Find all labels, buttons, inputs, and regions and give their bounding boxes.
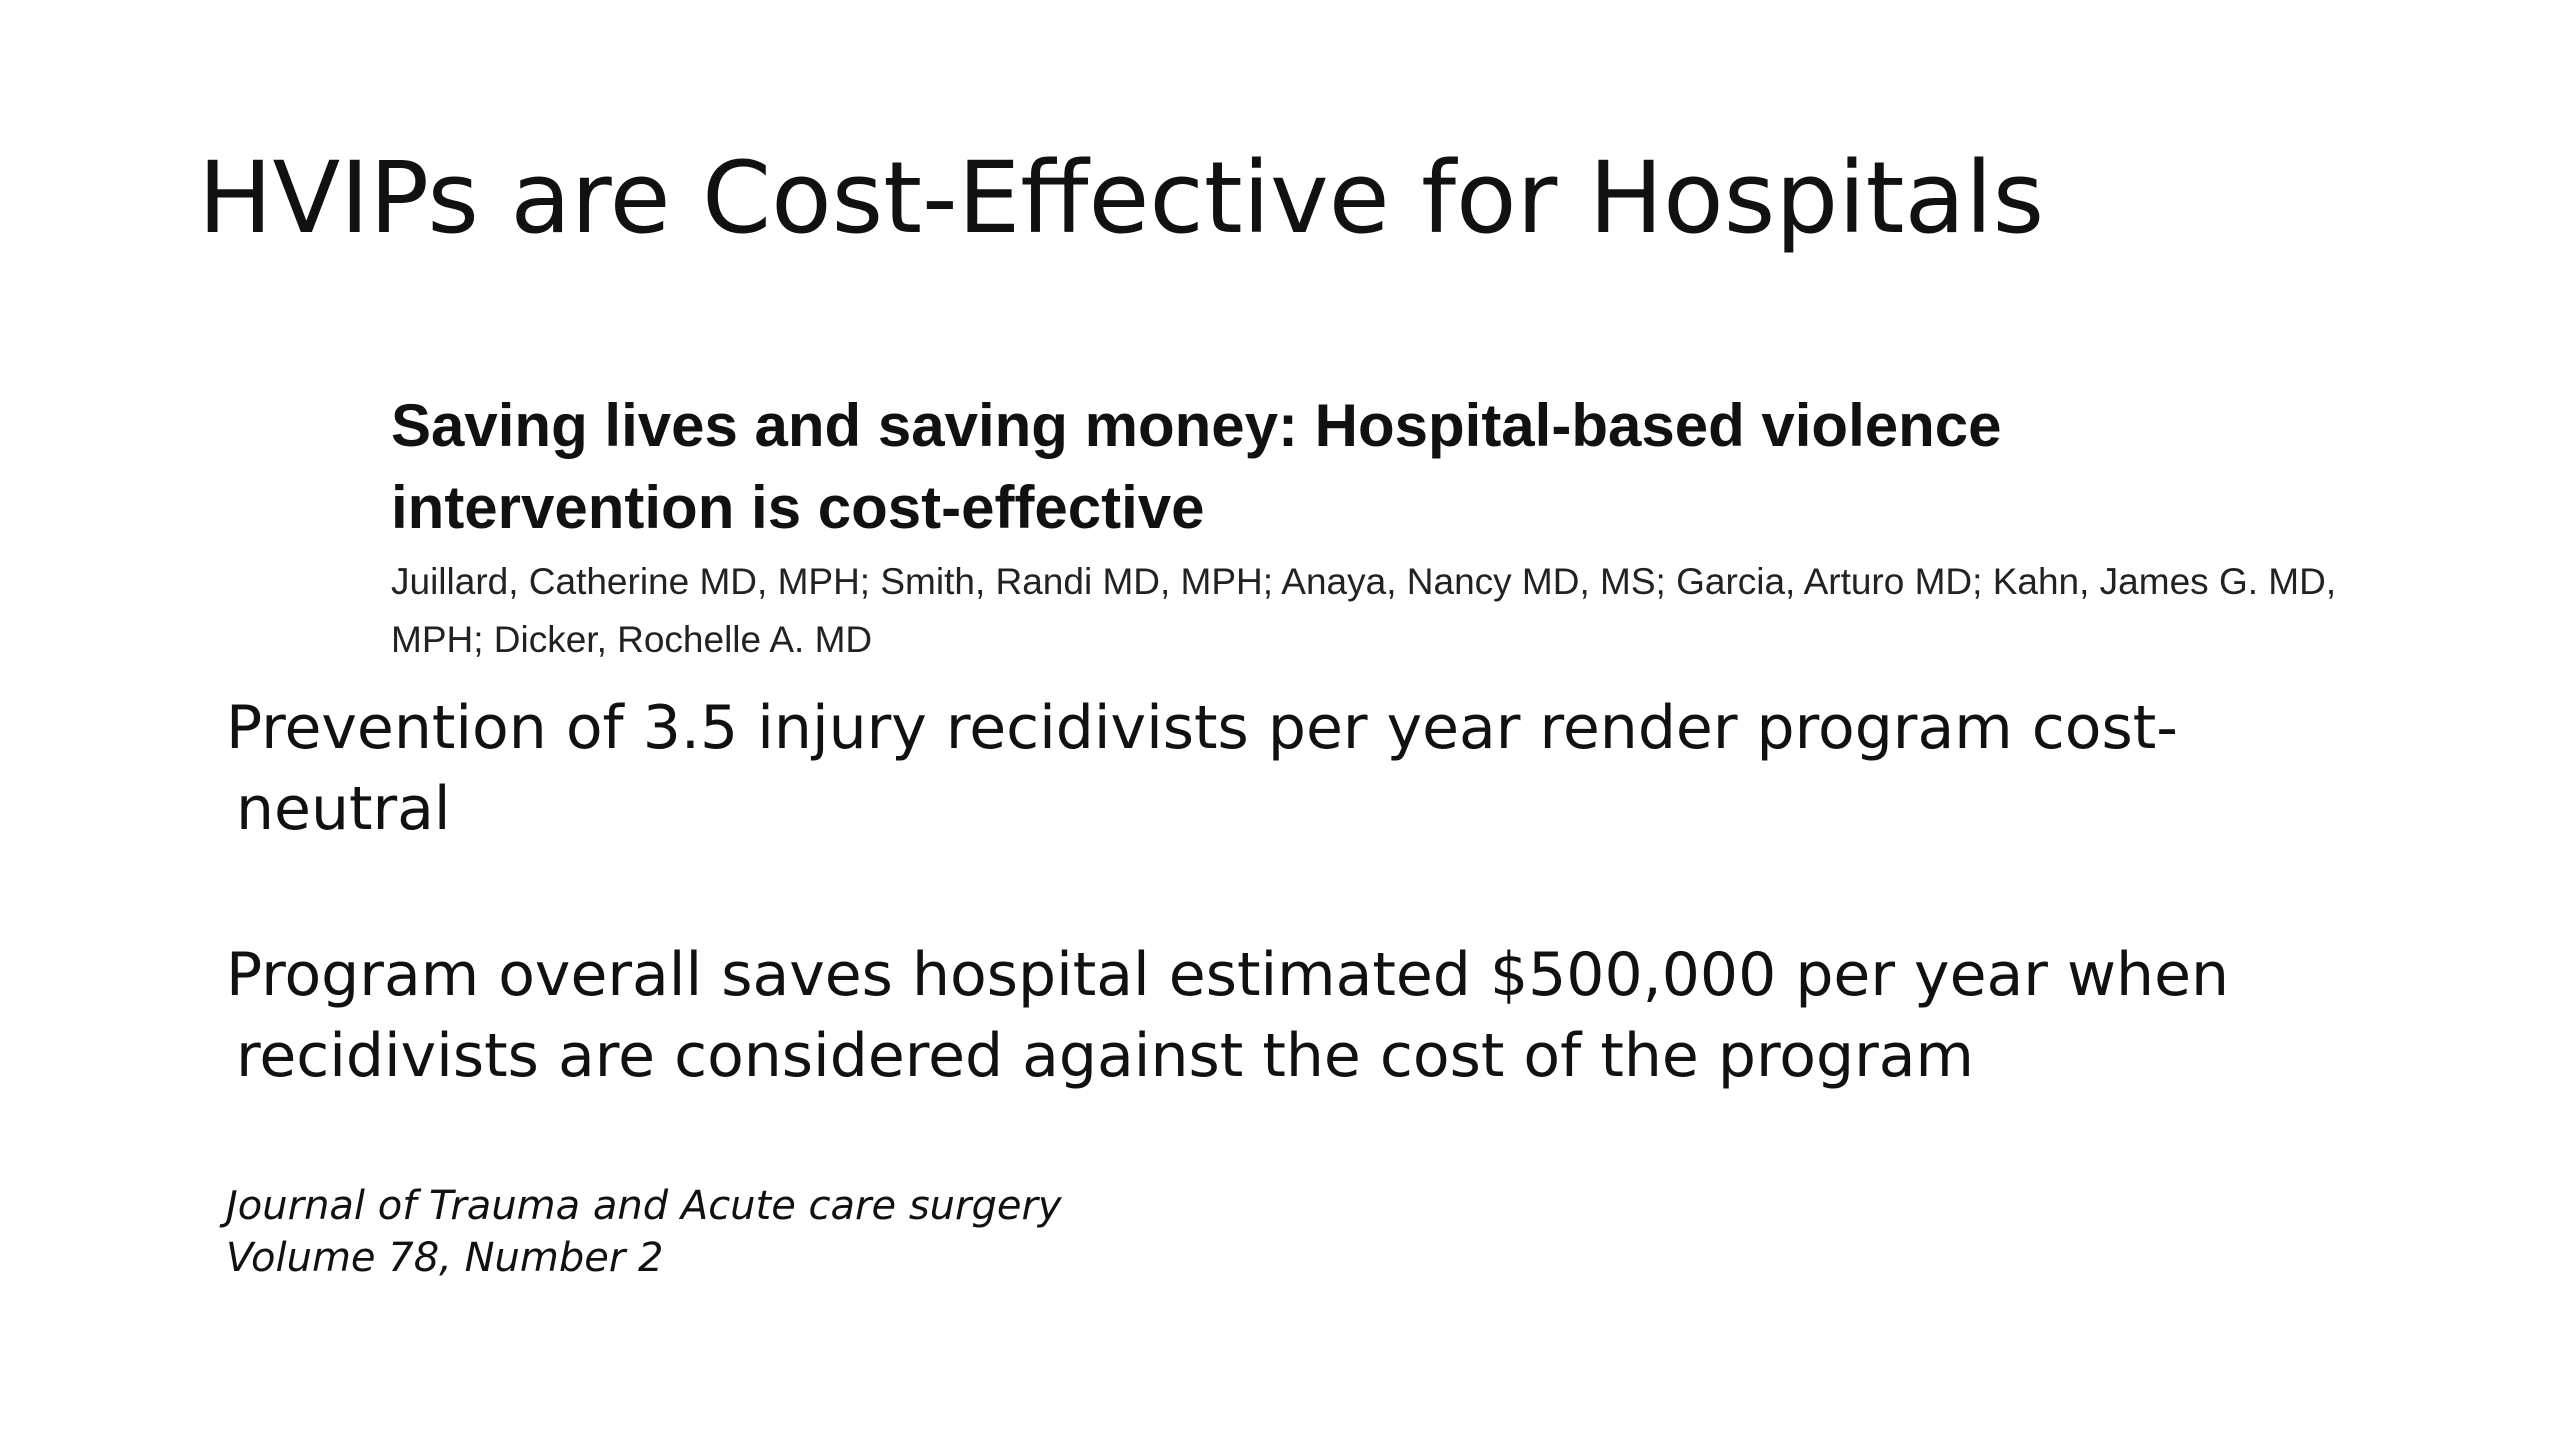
point-savings: Program overall saves hospital estimated… bbox=[226, 935, 2376, 1097]
citation-journal: Journal of Trauma and Acute care surgery bbox=[226, 1183, 1062, 1229]
point-2-line-1: Program overall saves hospital estimated… bbox=[226, 940, 2230, 1010]
point-2-line-2: recidivists are considered against the c… bbox=[236, 1021, 1974, 1091]
article-authors: Juillard, Catherine MD, MPH; Smith, Rand… bbox=[391, 561, 2337, 660]
slide-title: HVIPs are Cost-Effective for Hospitals bbox=[198, 141, 2045, 256]
journal-citation: Journal of Trauma and Acute care surgery… bbox=[226, 1180, 1062, 1284]
point-cost-neutral: Prevention of 3.5 injury recidivists per… bbox=[226, 688, 2376, 850]
article-reference: Saving lives and saving money: Hospital-… bbox=[391, 385, 2341, 669]
point-1-line-1: Prevention of 3.5 injury recidivists per… bbox=[226, 693, 2178, 763]
article-title: Saving lives and saving money: Hospital-… bbox=[391, 392, 2002, 541]
citation-volume: Volume 78, Number 2 bbox=[226, 1235, 664, 1281]
point-1-line-2: neutral bbox=[236, 774, 451, 844]
